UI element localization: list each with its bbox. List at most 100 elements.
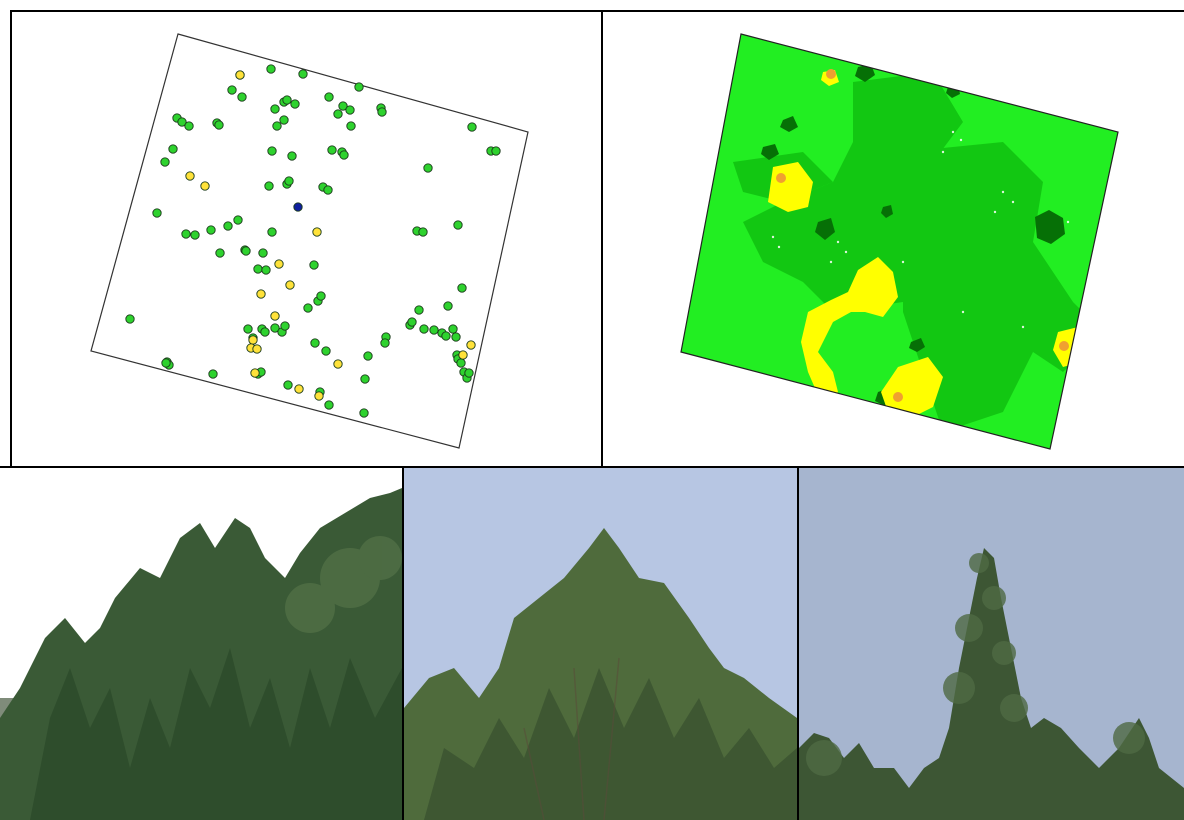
green-point bbox=[266, 64, 276, 74]
green-point bbox=[418, 227, 428, 237]
green-point bbox=[429, 325, 439, 335]
green-point bbox=[279, 115, 289, 125]
yellow-point bbox=[248, 335, 258, 345]
green-point bbox=[253, 264, 263, 274]
green-point bbox=[309, 260, 319, 270]
green-point bbox=[310, 338, 320, 348]
green-point bbox=[363, 351, 373, 361]
green-point bbox=[338, 101, 348, 111]
green-point bbox=[233, 215, 243, 225]
green-point bbox=[243, 324, 253, 334]
green-point bbox=[333, 109, 343, 119]
green-point bbox=[324, 400, 334, 410]
point-map bbox=[90, 33, 529, 449]
green-point bbox=[267, 227, 277, 237]
green-point bbox=[298, 69, 308, 79]
green-point bbox=[380, 338, 390, 348]
yellow-point bbox=[466, 340, 476, 350]
green-point bbox=[241, 246, 251, 256]
green-point bbox=[323, 185, 333, 195]
green-point bbox=[152, 208, 162, 218]
map-speckles bbox=[771, 130, 1070, 329]
yellow-point bbox=[200, 181, 210, 191]
green-point bbox=[354, 82, 364, 92]
green-point bbox=[215, 248, 225, 258]
green-point bbox=[453, 220, 463, 230]
green-point bbox=[272, 121, 282, 131]
yellow-point bbox=[285, 280, 295, 290]
green-point bbox=[283, 380, 293, 390]
green-point bbox=[280, 321, 290, 331]
yellow-point bbox=[250, 368, 260, 378]
green-point bbox=[223, 221, 233, 231]
green-point bbox=[359, 408, 369, 418]
point-map-panel bbox=[10, 10, 603, 468]
tree-photo-1 bbox=[0, 466, 404, 820]
yellow-point bbox=[252, 344, 262, 354]
green-point bbox=[270, 104, 280, 114]
yellow-point bbox=[333, 359, 343, 369]
green-point bbox=[491, 146, 501, 156]
green-point bbox=[287, 151, 297, 161]
green-point bbox=[160, 157, 170, 167]
green-point bbox=[443, 301, 453, 311]
tree-points bbox=[125, 64, 501, 418]
green-point bbox=[237, 92, 247, 102]
green-point bbox=[258, 248, 268, 258]
green-point bbox=[184, 121, 194, 131]
green-point bbox=[327, 145, 337, 155]
green-point bbox=[467, 122, 477, 132]
yellow-point bbox=[270, 311, 280, 321]
green-point bbox=[321, 346, 331, 356]
green-point bbox=[303, 303, 313, 313]
map-region-yellow bbox=[801, 257, 898, 402]
study-plot-boundary bbox=[90, 33, 529, 449]
green-point bbox=[267, 146, 277, 156]
green-point bbox=[407, 317, 417, 327]
green-point bbox=[260, 327, 270, 337]
yellow-point bbox=[235, 70, 245, 80]
green-point bbox=[161, 358, 171, 368]
tree-photo-3-image bbox=[799, 468, 1184, 820]
green-point bbox=[448, 324, 458, 334]
yellow-point bbox=[294, 384, 304, 394]
map-orange-spots bbox=[776, 69, 1069, 402]
green-point bbox=[456, 358, 466, 368]
green-point bbox=[290, 99, 300, 109]
green-point bbox=[324, 92, 334, 102]
green-point bbox=[227, 85, 237, 95]
yellow-point bbox=[458, 350, 468, 360]
green-point bbox=[316, 291, 326, 301]
classified-map bbox=[680, 33, 1119, 450]
tree-photo-2-image bbox=[404, 468, 797, 820]
map-region-yellow bbox=[881, 357, 943, 417]
yellow-point bbox=[312, 227, 322, 237]
tree-photo-3 bbox=[797, 466, 1184, 820]
green-point bbox=[206, 225, 216, 235]
green-point bbox=[190, 230, 200, 240]
green-point bbox=[177, 117, 187, 127]
green-point bbox=[441, 331, 451, 341]
yellow-point bbox=[256, 289, 266, 299]
green-point bbox=[214, 120, 224, 130]
green-point bbox=[377, 107, 387, 117]
green-point bbox=[168, 144, 178, 154]
green-point bbox=[125, 314, 135, 324]
green-point bbox=[464, 368, 474, 378]
green-point bbox=[346, 121, 356, 131]
green-point bbox=[339, 150, 349, 160]
green-point bbox=[419, 324, 429, 334]
green-point bbox=[270, 323, 280, 333]
map-region-mid-green bbox=[903, 142, 1073, 432]
green-point bbox=[284, 176, 294, 186]
yellow-point bbox=[314, 391, 324, 401]
yellow-point bbox=[274, 259, 284, 269]
green-point bbox=[181, 229, 191, 239]
classified-map-boundary bbox=[680, 33, 1119, 450]
green-point bbox=[360, 374, 370, 384]
green-point bbox=[414, 305, 424, 315]
classified-map-panel bbox=[601, 10, 1184, 468]
green-point bbox=[423, 163, 433, 173]
tree-photo-1-image bbox=[0, 468, 402, 820]
green-point bbox=[457, 283, 467, 293]
